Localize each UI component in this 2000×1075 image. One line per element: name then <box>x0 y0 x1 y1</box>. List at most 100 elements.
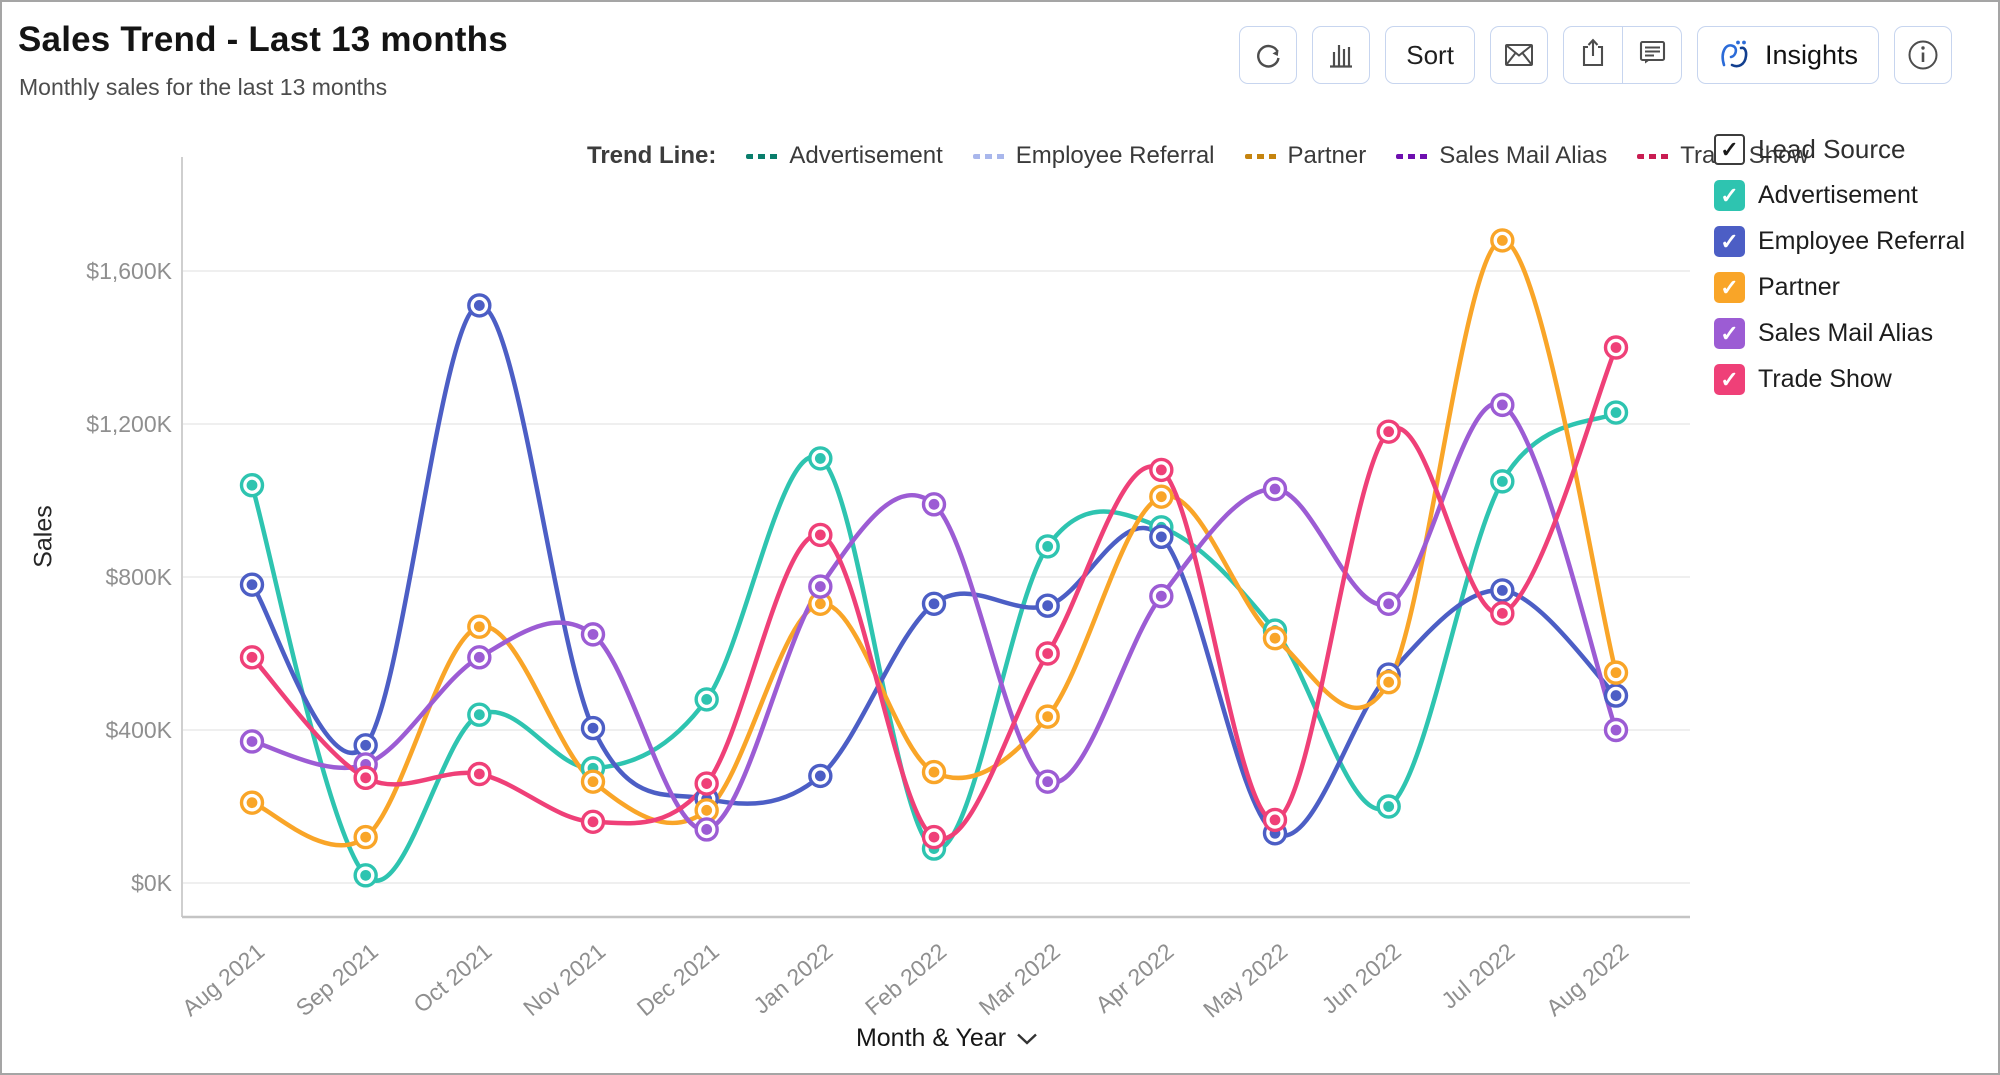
data-point[interactable]: Partner · Mar 2022 · $435K <box>1035 704 1060 729</box>
data-point[interactable]: Trade Show · Oct 2021 · $285K <box>467 761 492 787</box>
data-point[interactable]: Employee Referral · Feb 2022 · $730K <box>921 591 947 616</box>
data-point[interactable]: Trade Show · Feb 2022 · $120K <box>921 824 947 850</box>
data-point[interactable]: Advertisement · Sep 2021 · $20K <box>353 863 378 888</box>
info-icon <box>1906 38 1940 72</box>
data-point[interactable]: Trade Show · Jun 2022 · $1180K <box>1376 419 1401 444</box>
data-point[interactable]: Advertisement · Mar 2022 · $880K <box>1035 534 1060 559</box>
sort-button[interactable]: Sort <box>1385 26 1475 84</box>
data-point[interactable]: Partner · Jun 2022 · $525K <box>1376 669 1401 695</box>
checkbox-icon[interactable]: ✓ <box>1714 272 1745 303</box>
bar-chart-icon <box>1325 39 1357 71</box>
data-point[interactable]: Advertisement · Aug 2021 · $1040K <box>239 473 265 498</box>
x-axis-field-selector[interactable]: Month & Year <box>837 1024 1057 1053</box>
data-point[interactable]: Advertisement · Jun 2022 · $200K <box>1376 794 1401 819</box>
data-point[interactable]: Advertisement · Aug 2022 · $1230K <box>1603 400 1629 425</box>
data-point[interactable]: Partner · May 2022 · $640K <box>1262 626 1288 651</box>
email-button[interactable] <box>1489 26 1548 84</box>
data-point[interactable]: Partner · Sep 2021 · $120K <box>353 824 378 850</box>
chart-type-button[interactable] <box>1312 26 1371 84</box>
y-axis-title: Sales <box>29 505 58 568</box>
data-point[interactable]: Trade Show · Sep 2021 · $275K <box>353 765 378 791</box>
trend-legend-item-label: Advertisement <box>789 142 943 169</box>
lead-source-item-trade-show[interactable]: ✓ Trade Show <box>1714 364 1965 395</box>
lead-source-item-advertisement[interactable]: ✓ Advertisement <box>1714 180 1965 211</box>
page-subtitle: Monthly sales for the last 13 months <box>19 74 388 100</box>
data-point[interactable]: Trade Show · Jul 2022 · $705K <box>1490 601 1515 626</box>
refresh-button[interactable] <box>1239 26 1298 84</box>
data-point[interactable]: Sales Mail Alias · Feb 2022 · $990K <box>921 492 947 517</box>
data-point[interactable]: Employee Referral · Nov 2021 · $405K <box>580 715 606 741</box>
data-point[interactable]: Partner · Jan 2022 · $730K <box>808 591 833 616</box>
data-point[interactable]: Partner · Aug 2021 · $210K <box>239 790 265 815</box>
data-point[interactable]: Partner · Apr 2022 · $1010K <box>1149 484 1174 509</box>
checkbox-icon[interactable]: ✓ <box>1714 180 1745 211</box>
comment-button[interactable] <box>1621 27 1681 83</box>
data-point[interactable]: Partner · Feb 2022 · $290K <box>921 759 947 785</box>
lead-source-item-label: Advertisement <box>1758 181 1918 209</box>
info-button[interactable] <box>1894 26 1952 84</box>
series-line-partner <box>249 238 1619 848</box>
checkbox-icon[interactable]: ✓ <box>1714 364 1745 395</box>
data-point[interactable]: Sales Mail Alias · Jul 2022 · $1250K <box>1490 392 1515 418</box>
sales-trend-chart: $0K $400K $800K $1,200K $1,600K Aug 2021 Sep 2… <box>86 157 1690 1023</box>
lead-source-item-employee-referral[interactable]: ✓ Employee Referral <box>1714 226 1965 257</box>
data-point[interactable]: Employee Referral · Jan 2022 · $280K <box>808 763 833 789</box>
data-point[interactable]: Trade Show · May 2022 · $165K <box>1262 807 1288 833</box>
lead-source-item-sales-mail-alias[interactable]: ✓ Sales Mail Alias <box>1714 318 1965 349</box>
y-tick-label: $400K <box>105 717 172 743</box>
checkbox-icon[interactable]: ✓ <box>1714 226 1745 257</box>
data-point[interactable]: Sales Mail Alias · Mar 2022 · $265K <box>1035 769 1060 794</box>
data-point[interactable]: Trade Show · Aug 2022 · $1400K <box>1603 335 1629 360</box>
data-point[interactable]: Trade Show · Dec 2021 · $260K <box>694 771 719 796</box>
share-comment-group <box>1562 26 1682 84</box>
data-point[interactable]: Partner · Jul 2022 · $1680K <box>1490 228 1515 253</box>
lead-source-item-partner[interactable]: ✓ Partner <box>1714 272 1965 303</box>
data-point[interactable]: Trade Show · Jan 2022 · $910K <box>808 522 833 548</box>
data-point[interactable]: Employee Referral · Aug 2022 · $490K <box>1603 683 1629 708</box>
series-line-employee-referral <box>249 303 1619 838</box>
data-point[interactable]: Sales Mail Alias · Aug 2022 · $400K <box>1603 717 1629 743</box>
data-point[interactable]: Trade Show · Nov 2021 · $160K <box>580 809 606 834</box>
data-point[interactable]: Sales Mail Alias · Oct 2021 · $590K <box>467 645 492 670</box>
data-point[interactable]: Partner · Nov 2021 · $265K <box>580 769 606 794</box>
data-point[interactable]: Partner · Oct 2021 · $670K <box>467 614 492 639</box>
data-point[interactable]: Trade Show · Aug 2021 · $590K <box>239 645 265 670</box>
zia-insights-button[interactable]: Insights <box>1696 26 1879 84</box>
y-tick-label: $800K <box>105 564 172 590</box>
lead-source-master[interactable]: ✓ Lead Source <box>1714 134 1965 165</box>
data-point[interactable]: Sales Mail Alias · Aug 2021 · $370K <box>239 729 265 754</box>
data-point[interactable]: Trade Show · Mar 2022 · $600K <box>1035 641 1060 666</box>
lead-source-item-label: Trade Show <box>1758 365 1892 393</box>
data-point[interactable]: Sales Mail Alias · Jun 2022 · $730K <box>1376 591 1401 616</box>
data-point[interactable]: Employee Referral · Aug 2021 · $780K <box>239 572 265 597</box>
data-point[interactable]: Employee Referral · Mar 2022 · $725K <box>1035 593 1060 618</box>
series-markers-layer: Advertisement · Aug 2021 · $1040K Adverti… <box>239 228 1629 888</box>
y-tick-label: $1,200K <box>86 411 172 437</box>
data-point[interactable]: Sales Mail Alias · Jan 2022 · $775K <box>808 574 833 599</box>
data-point[interactable]: Trade Show · Apr 2022 · $1080K <box>1149 457 1174 483</box>
x-tick-label: Aug 2021 <box>177 938 269 1021</box>
data-point[interactable]: Employee Referral · Oct 2021 · $1510K <box>467 293 492 318</box>
data-point[interactable]: Sales Mail Alias · Dec 2021 · $140K <box>694 817 719 842</box>
dashed-line-swatch <box>1244 153 1278 159</box>
y-tick-label: $1,600K <box>86 258 172 284</box>
data-point[interactable]: Sales Mail Alias · Nov 2021 · $650K <box>580 622 606 647</box>
x-tick-label: Aug 2022 <box>1541 938 1633 1021</box>
data-point[interactable]: Advertisement · Jan 2022 · $1110K <box>808 446 833 471</box>
data-point[interactable]: Employee Referral · Apr 2022 · $905K <box>1149 524 1174 550</box>
share-button[interactable] <box>1564 27 1622 83</box>
data-point[interactable]: Partner · Aug 2022 · $550K <box>1603 660 1629 685</box>
checkbox-icon[interactable]: ✓ <box>1714 134 1745 165</box>
insights-label: Insights <box>1764 39 1858 70</box>
checkbox-icon[interactable]: ✓ <box>1714 318 1745 349</box>
data-point[interactable]: Advertisement · Dec 2021 · $480K <box>694 687 719 712</box>
data-point[interactable]: Advertisement · Oct 2021 · $440K <box>467 702 492 727</box>
data-point[interactable]: Sales Mail Alias · May 2022 · $1030K <box>1262 476 1288 502</box>
data-point[interactable]: Sales Mail Alias · Apr 2022 · $750K <box>1149 583 1174 609</box>
data-point[interactable]: Employee Referral · Jul 2022 · $765K <box>1490 578 1515 603</box>
data-point[interactable]: Advertisement · Jul 2022 · $1050K <box>1490 469 1515 494</box>
mail-icon <box>1502 40 1536 70</box>
refresh-icon <box>1252 39 1284 71</box>
trend-legend-item-label: Partner <box>1287 142 1367 169</box>
